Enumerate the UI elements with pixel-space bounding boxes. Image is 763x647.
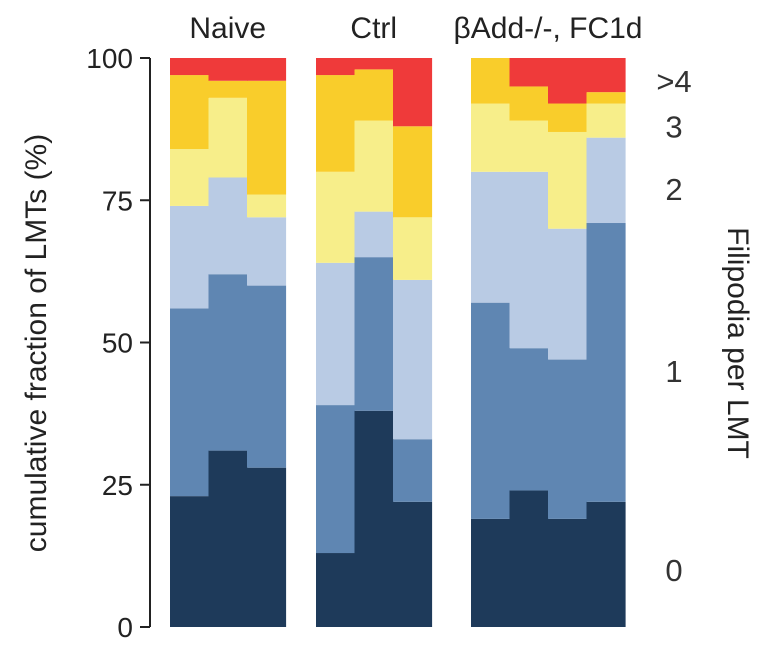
bar-segment: [509, 58, 549, 87]
group-titles: Naive Ctrl βAdd-/-, FC1d: [189, 12, 642, 45]
bar-segment: [208, 274, 248, 451]
y-tick-label: 25: [102, 470, 133, 501]
group-title: Naive: [189, 12, 266, 45]
y-tick-label: 75: [102, 185, 133, 216]
bar-segment: [247, 285, 287, 468]
y-tick-label: 0: [117, 612, 133, 643]
bar-segment: [393, 126, 433, 218]
bar-segment: [393, 501, 433, 627]
bar-segment: [247, 194, 287, 218]
bar-segment: [548, 103, 588, 132]
bar-group: [471, 58, 626, 627]
bar-segment: [170, 149, 210, 206]
category-label: 0: [665, 553, 682, 588]
bar-segment: [548, 518, 588, 627]
bar-segment: [170, 308, 210, 497]
bar-segment: [316, 75, 356, 172]
bar-segment: [354, 257, 394, 411]
bar-segment: [208, 58, 248, 81]
y-tick-label: 50: [102, 328, 133, 359]
bar-segment: [316, 405, 356, 554]
bar-group: [170, 58, 287, 627]
category-label: 3: [665, 109, 682, 144]
bar-segment: [586, 501, 626, 627]
bar-segment: [354, 211, 394, 258]
bar-segment: [509, 86, 549, 121]
bar-segment: [471, 302, 511, 519]
bar-segment: [208, 177, 248, 275]
category-labels: 0 1 2 3 >4: [656, 64, 691, 588]
bar-segment: [548, 58, 588, 104]
bar-segment: [354, 69, 394, 121]
bar-segment: [471, 103, 511, 172]
bar-segment: [316, 58, 356, 76]
bar-segment: [247, 58, 287, 81]
bar-segment: [586, 58, 626, 93]
bar-segment: [586, 223, 626, 502]
bar-segment: [247, 217, 287, 286]
right-axis-title: Filipodia per LMT: [721, 227, 754, 459]
bar-segment: [393, 58, 433, 127]
bar-segment: [208, 80, 248, 98]
bar-segment: [548, 228, 588, 360]
category-label: 2: [665, 172, 682, 207]
bar-segment: [586, 103, 626, 138]
bar-segment: [509, 490, 549, 627]
bar-segment: [170, 58, 210, 76]
bar-segment: [208, 97, 248, 178]
bar-segment: [316, 262, 356, 406]
bar-segment: [393, 217, 433, 280]
bar-segment: [393, 439, 433, 502]
bar-segment: [509, 171, 549, 349]
bar-segment: [247, 467, 287, 627]
plot-area: [170, 58, 626, 627]
group-title: βAdd-/-, FC1d: [454, 12, 643, 45]
category-label: 1: [665, 354, 682, 389]
bar-segment: [471, 518, 511, 627]
bar-segment: [208, 450, 248, 627]
bar-segment: [471, 171, 511, 303]
bar-segment: [354, 58, 394, 70]
y-tick-label: 100: [86, 43, 133, 74]
bar-segment: [509, 120, 549, 172]
bar-segment: [471, 58, 511, 104]
bar-segment: [509, 348, 549, 491]
bar-segment: [170, 205, 210, 309]
bar-segment: [316, 171, 356, 263]
category-label: >4: [656, 64, 691, 99]
bar-segment: [548, 359, 588, 519]
bar-group: [316, 58, 433, 627]
bar-segment: [586, 137, 626, 224]
bar-segment: [393, 279, 433, 440]
bar-segment: [170, 496, 210, 627]
bar-segment: [354, 410, 394, 627]
y-axis-title: cumulative fraction of LMTs (%): [20, 134, 53, 552]
y-axis: 0 25 50 75 100: [86, 43, 151, 643]
bar-segment: [548, 131, 588, 229]
group-title: Ctrl: [350, 12, 397, 45]
bar-segment: [586, 92, 626, 104]
bar-segment: [316, 553, 356, 627]
bar-segment: [170, 75, 210, 150]
bar-segment: [247, 80, 287, 195]
bar-segment: [354, 120, 394, 212]
